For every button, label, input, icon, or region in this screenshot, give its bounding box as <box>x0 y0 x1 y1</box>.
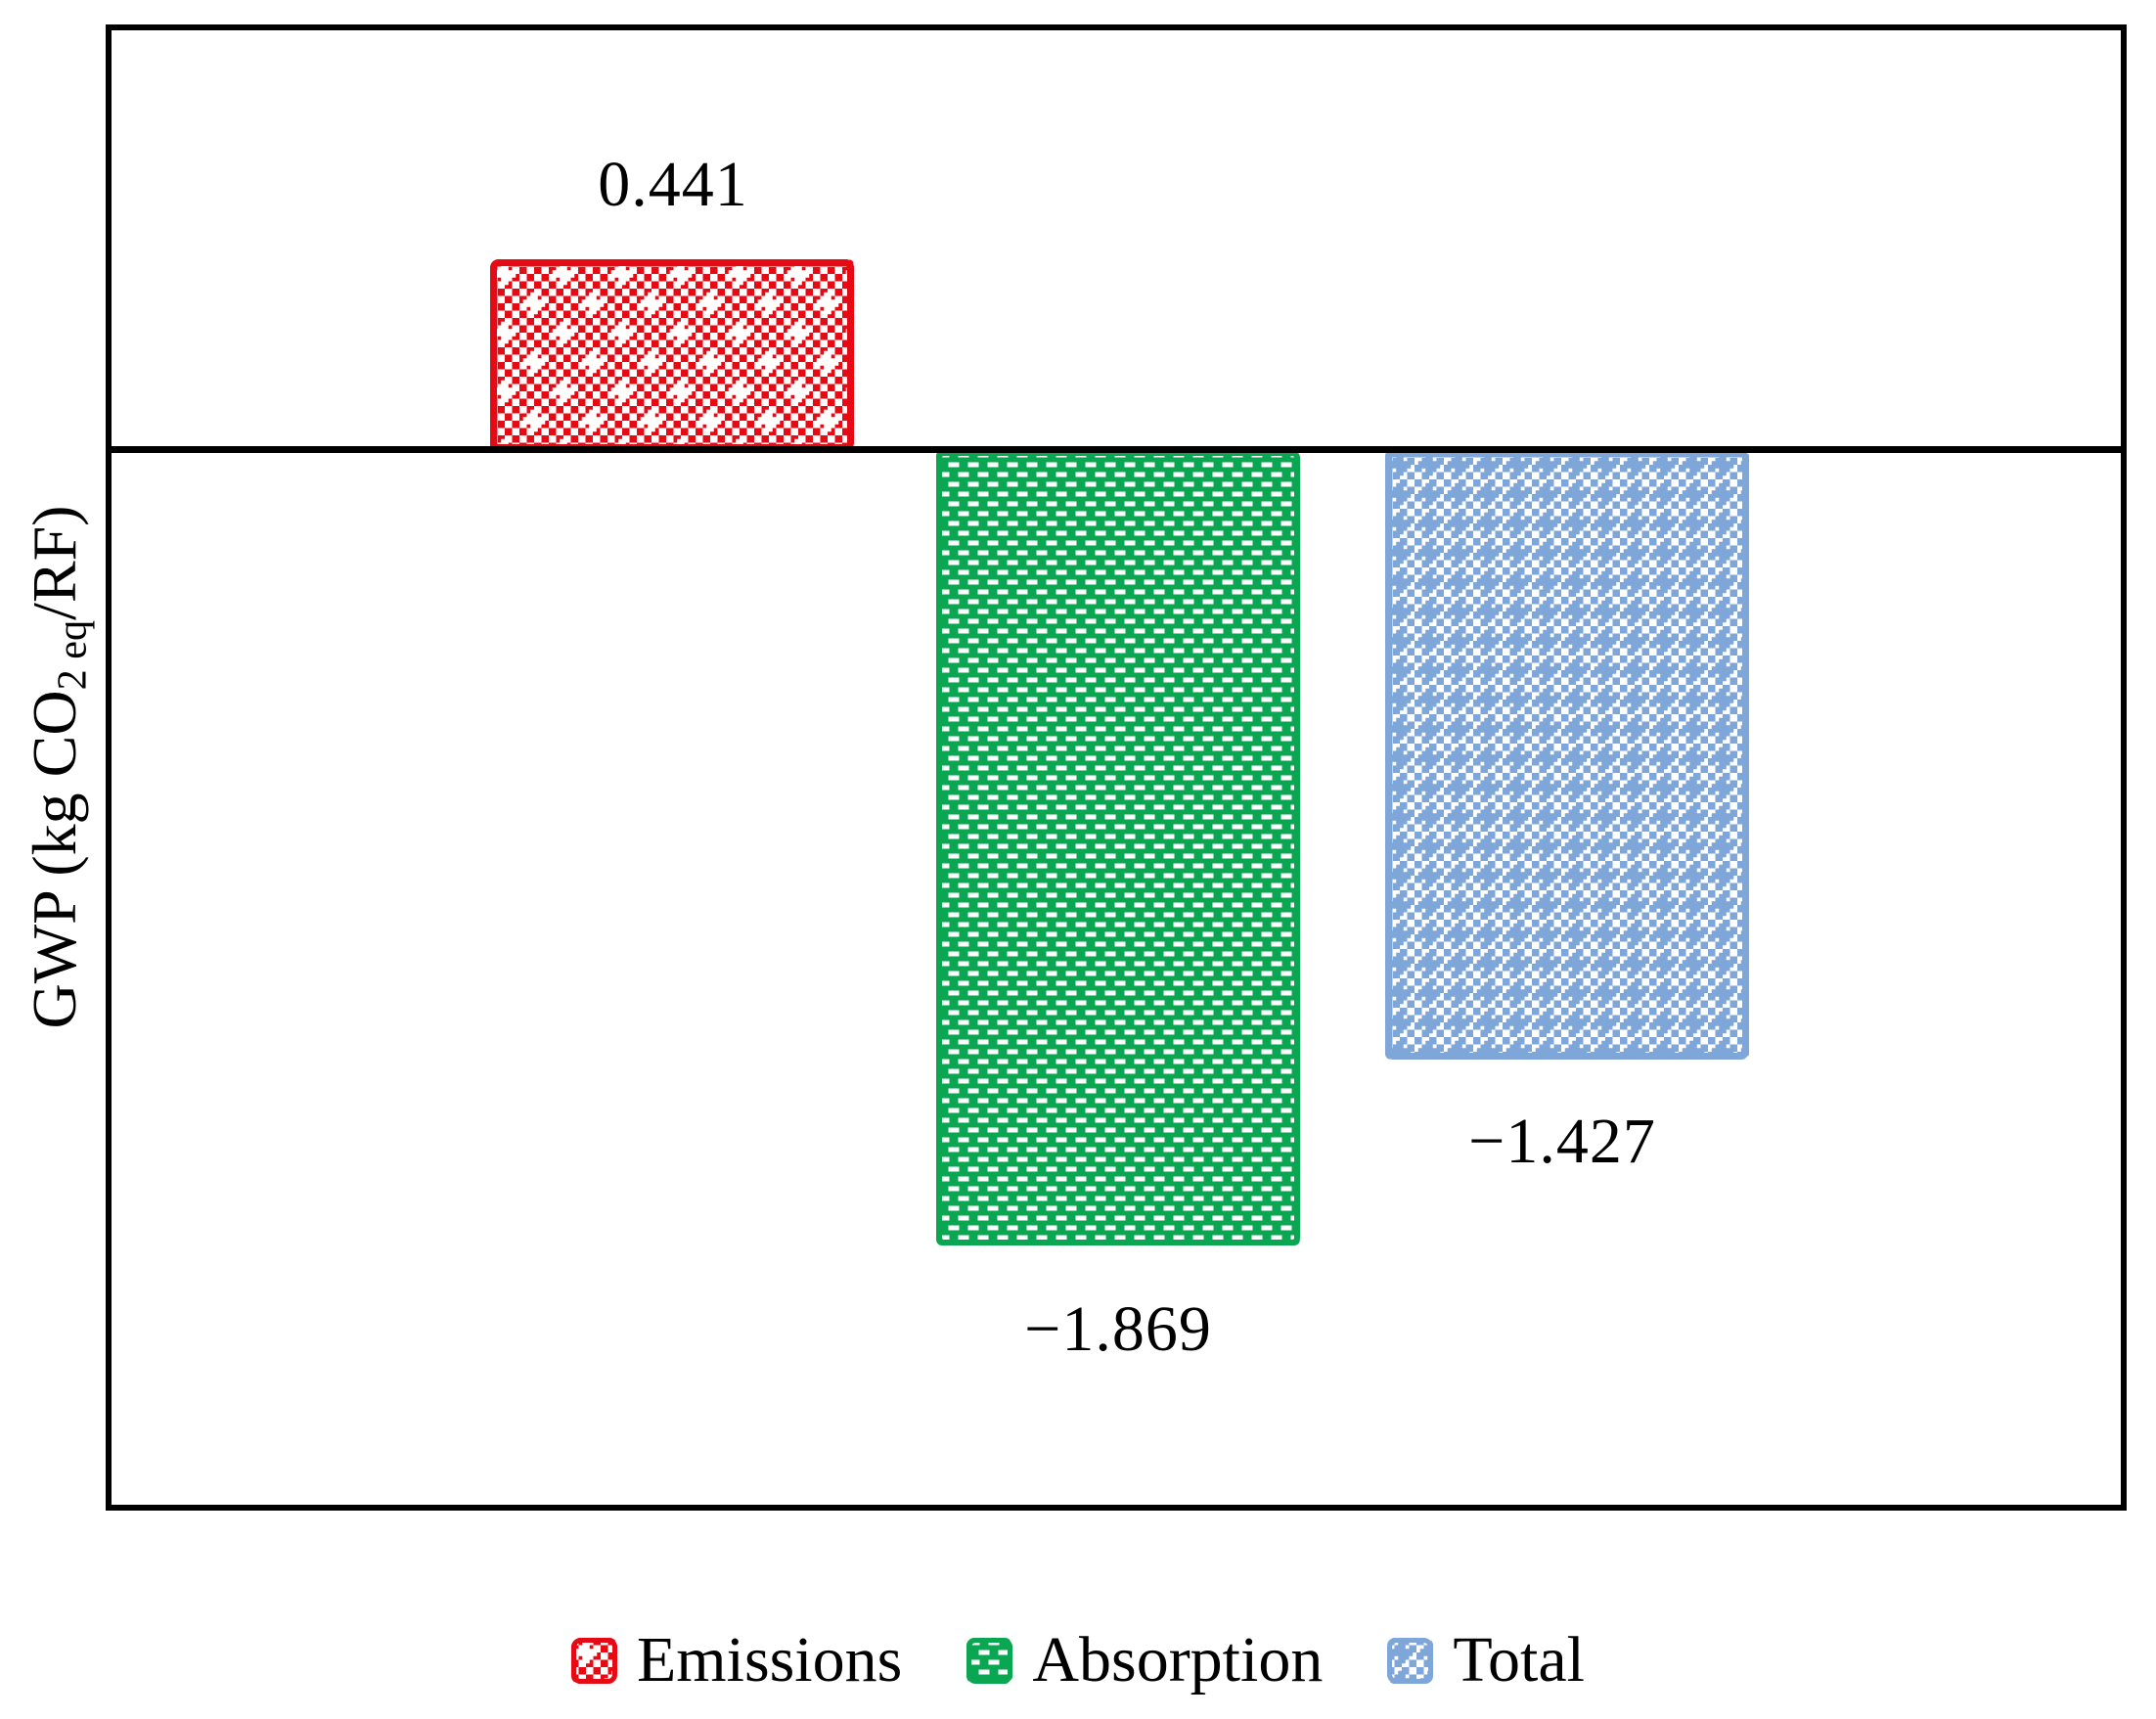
bar-total <box>1385 450 1749 1060</box>
legend-label-emissions: Emissions <box>636 1624 903 1696</box>
value-label-absorption: −1.869 <box>1024 1293 1212 1365</box>
bar-emissions <box>490 259 854 451</box>
zero-axis-line <box>106 446 2127 453</box>
legend-swatch-absorption-icon <box>966 1637 1013 1684</box>
plot-area-border <box>106 24 2127 1511</box>
y-axis-label-subscript: 2 eq <box>49 619 96 691</box>
legend-item-total: Total <box>1387 1628 1585 1693</box>
legend-label-total: Total <box>1453 1624 1586 1696</box>
value-label-total: −1.427 <box>1468 1106 1656 1177</box>
legend-item-emissions: Emissions <box>570 1624 903 1696</box>
legend-swatch-emissions-icon <box>570 1637 617 1684</box>
legend-item-absorption: Absorption <box>966 1628 1323 1693</box>
value-label-emissions: 0.441 <box>598 149 748 220</box>
legend-swatch-total-icon <box>1387 1637 1434 1684</box>
y-axis-label-suffix: /RF) <box>20 505 90 620</box>
bar-absorption <box>936 450 1300 1245</box>
y-axis-label: GWP (kg CO2 eq/RF) <box>20 505 96 1029</box>
legend-label-absorption: Absorption <box>1032 1624 1324 1696</box>
legend: Emissions Absorption Total <box>0 1628 2156 1693</box>
y-axis-label-prefix: GWP (kg CO <box>20 690 90 1029</box>
